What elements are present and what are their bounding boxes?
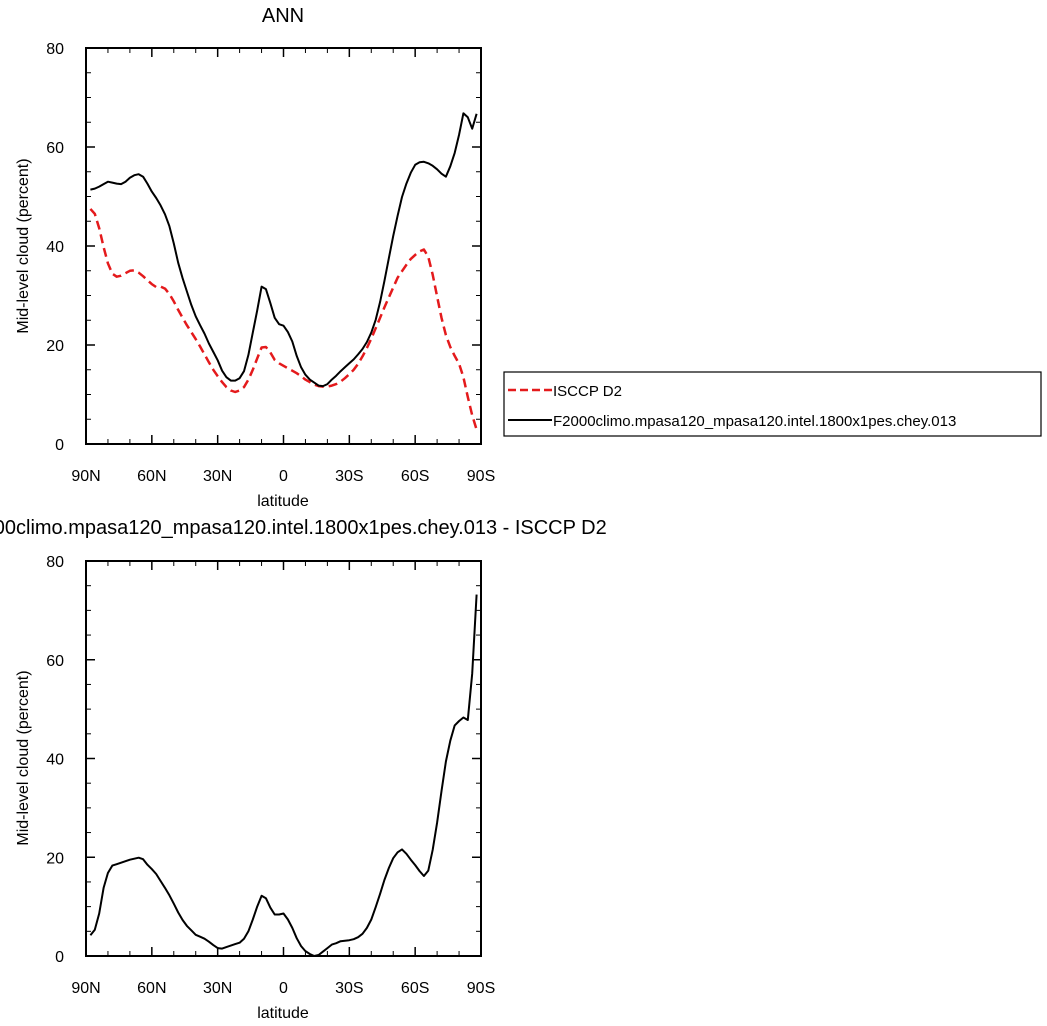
legend-label-isccp: ISCCP D2 [553, 383, 622, 400]
x-tick-label: 30N [203, 468, 232, 485]
y-axis-label: Mid-level cloud (percent) [15, 158, 32, 333]
x-axis-ticks: 90N 60N 30N 0 30S 60S 90S [71, 561, 495, 997]
x-tick-label: 30N [203, 980, 232, 997]
y-axis-ticks: 0 20 40 60 80 [46, 41, 481, 454]
x-tick-label: 0 [279, 468, 288, 485]
legend: ISCCP D2 F2000climo.mpasa120_mpasa120.in… [503, 371, 1042, 437]
x-tick-label: 90N [71, 468, 100, 485]
x-axis-label: latitude [257, 493, 309, 510]
x-tick-label: 30S [335, 468, 363, 485]
y-tick-label: 0 [55, 949, 64, 966]
plot-frame [85, 47, 482, 445]
y-tick-label: 40 [46, 239, 64, 256]
legend-box [503, 371, 1042, 437]
x-tick-label: 90N [71, 980, 100, 997]
y-tick-label: 60 [46, 653, 64, 670]
x-tick-label: 60N [137, 980, 166, 997]
chart-title: F2000climo.mpasa120_mpasa120.intel.1800x… [0, 517, 607, 539]
y-axis-label: Mid-level cloud (percent) [15, 670, 32, 845]
panel-annual-mean: ANN 0 20 40 60 80 90N 60N 30N 0 30S 60S 90S latitu… [15, 5, 1042, 510]
x-axis-label: latitude [257, 1005, 309, 1022]
series-line-isccp-d2 [89, 208, 478, 430]
series-line-model [90, 112, 478, 388]
x-tick-label: 90S [467, 468, 495, 485]
y-tick-label: 60 [46, 140, 64, 157]
plot-lines [89, 594, 478, 957]
series-line-model [89, 594, 478, 957]
plot-frame [85, 560, 482, 957]
panel-difference: F2000climo.mpasa120_mpasa120.intel.1800x… [0, 517, 607, 1022]
x-axis-ticks: 90N 60N 30N 0 30S 60S 90S [71, 48, 495, 485]
y-tick-label: 20 [46, 338, 64, 355]
y-tick-label: 0 [55, 437, 64, 454]
x-tick-label: 60S [401, 980, 429, 997]
x-tick-label: 0 [279, 980, 288, 997]
y-tick-label: 20 [46, 850, 64, 867]
y-axis-ticks: 0 20 40 60 80 [46, 554, 481, 966]
y-tick-label: 80 [46, 41, 64, 58]
plot-lines [89, 112, 478, 430]
y-tick-label: 40 [46, 752, 64, 769]
legend-label-model: F2000climo.mpasa120_mpasa120.intel.1800x… [553, 413, 956, 430]
y-tick-label: 80 [46, 554, 64, 571]
x-tick-label: 30S [335, 980, 363, 997]
x-tick-label: 60N [137, 468, 166, 485]
x-tick-label: 60S [401, 468, 429, 485]
chart-title: ANN [262, 5, 304, 27]
x-tick-label: 90S [467, 980, 495, 997]
